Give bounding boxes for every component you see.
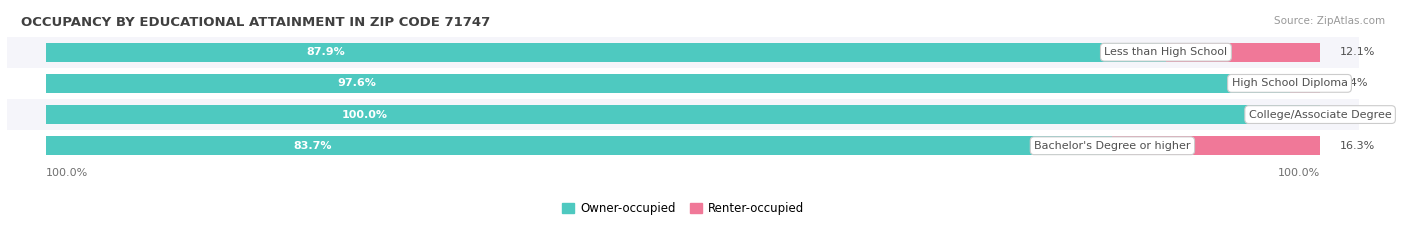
Bar xyxy=(46,42,1320,62)
Text: College/Associate Degree: College/Associate Degree xyxy=(1249,110,1392,120)
Bar xyxy=(46,136,1320,155)
Text: 0.0%: 0.0% xyxy=(1340,110,1368,120)
Bar xyxy=(46,42,1166,62)
Bar xyxy=(46,105,1320,124)
Text: OCCUPANCY BY EDUCATIONAL ATTAINMENT IN ZIP CODE 71747: OCCUPANCY BY EDUCATIONAL ATTAINMENT IN Z… xyxy=(21,16,491,29)
Text: 100.0%: 100.0% xyxy=(1278,168,1320,178)
Text: Source: ZipAtlas.com: Source: ZipAtlas.com xyxy=(1274,16,1385,26)
Bar xyxy=(46,136,1112,155)
Bar xyxy=(7,99,1360,130)
Text: Less than High School: Less than High School xyxy=(1104,47,1227,57)
Text: 97.6%: 97.6% xyxy=(337,78,377,88)
Text: 83.7%: 83.7% xyxy=(294,141,332,151)
Bar xyxy=(1112,136,1320,155)
Text: 2.4%: 2.4% xyxy=(1340,78,1368,88)
Bar xyxy=(46,74,1320,93)
Text: 16.3%: 16.3% xyxy=(1340,141,1375,151)
Bar xyxy=(1289,74,1320,93)
Legend: Owner-occupied, Renter-occupied: Owner-occupied, Renter-occupied xyxy=(558,198,808,220)
Text: Bachelor's Degree or higher: Bachelor's Degree or higher xyxy=(1035,141,1191,151)
Text: 87.9%: 87.9% xyxy=(307,47,346,57)
Text: 100.0%: 100.0% xyxy=(342,110,388,120)
Text: 100.0%: 100.0% xyxy=(46,168,89,178)
Bar xyxy=(7,130,1360,161)
Bar xyxy=(7,68,1360,99)
Bar xyxy=(46,74,1289,93)
Text: High School Diploma: High School Diploma xyxy=(1232,78,1347,88)
Text: 12.1%: 12.1% xyxy=(1340,47,1375,57)
Bar xyxy=(7,37,1360,68)
Bar xyxy=(1166,42,1320,62)
Bar xyxy=(46,105,1320,124)
